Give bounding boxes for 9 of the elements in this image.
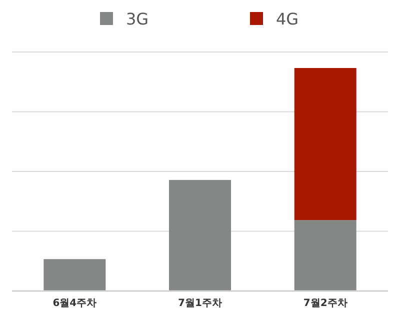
x-tick-label: 7월1주차	[178, 298, 222, 309]
legend-label: 3G	[126, 10, 149, 28]
bar	[294, 68, 356, 220]
x-tick-label: 7월2주차	[303, 298, 348, 309]
bar	[169, 180, 231, 291]
bar	[294, 220, 356, 291]
x-tick-label: 6월4주차	[52, 298, 97, 309]
legend-label: 4G	[276, 10, 299, 28]
bar	[44, 259, 106, 291]
